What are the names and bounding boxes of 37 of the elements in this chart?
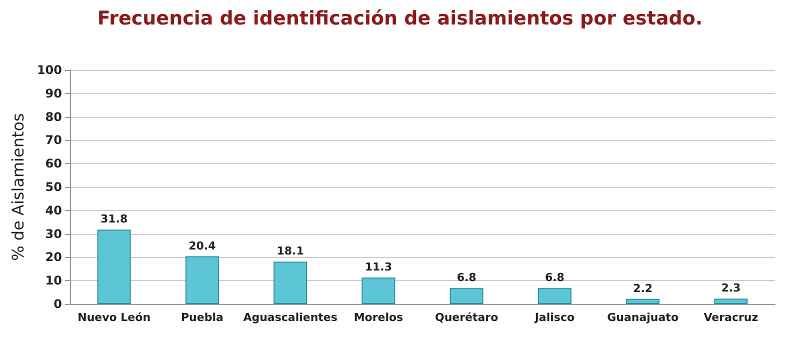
data-label: 6.8 bbox=[456, 271, 476, 284]
data-label: 31.8 bbox=[100, 212, 128, 226]
data-label: 18.1 bbox=[276, 244, 304, 258]
y-tick-label: 90 bbox=[45, 86, 62, 100]
bar bbox=[362, 278, 396, 304]
bar bbox=[185, 256, 219, 304]
data-label: 11.3 bbox=[364, 260, 392, 274]
x-tick-label: Puebla bbox=[180, 311, 224, 324]
data-label: 2.3 bbox=[721, 282, 741, 295]
data-label: 20.4 bbox=[188, 239, 216, 252]
y-axis-title: % de Aislamientos bbox=[8, 113, 28, 261]
y-tick-label: 70 bbox=[45, 133, 62, 148]
x-tick-label: Veracruz bbox=[704, 311, 758, 324]
bar bbox=[97, 230, 131, 304]
bar bbox=[538, 288, 572, 304]
y-tick-label: 100 bbox=[36, 63, 62, 77]
y-tick-label: 20 bbox=[45, 250, 62, 264]
data-label: 2.2 bbox=[633, 282, 653, 295]
bar bbox=[450, 288, 484, 304]
y-tick-label: 80 bbox=[45, 110, 62, 124]
x-tick-label: Aguascalientes bbox=[243, 311, 338, 324]
x-tick-label: Nuevo León bbox=[78, 311, 151, 324]
x-tick-label: Jalisco bbox=[534, 311, 575, 324]
x-tick-label: Querétaro bbox=[434, 311, 499, 324]
y-tick-label: 0 bbox=[54, 297, 62, 311]
bar bbox=[626, 298, 660, 304]
y-tick-label: 50 bbox=[45, 180, 62, 194]
y-tick-label: 40 bbox=[45, 203, 62, 218]
data-label: 6.8 bbox=[544, 271, 564, 284]
x-tick-label: Morelos bbox=[354, 311, 404, 324]
bar bbox=[274, 262, 308, 304]
y-tick-label: 10 bbox=[45, 274, 62, 288]
x-tick-label: Guanajuato bbox=[607, 311, 679, 324]
bar bbox=[714, 298, 748, 304]
chart-title: Frecuencia de identificación de aislamientos por estado. bbox=[97, 8, 703, 30]
y-tick-label: 30 bbox=[45, 226, 62, 241]
y-tick-label: 60 bbox=[45, 156, 62, 171]
